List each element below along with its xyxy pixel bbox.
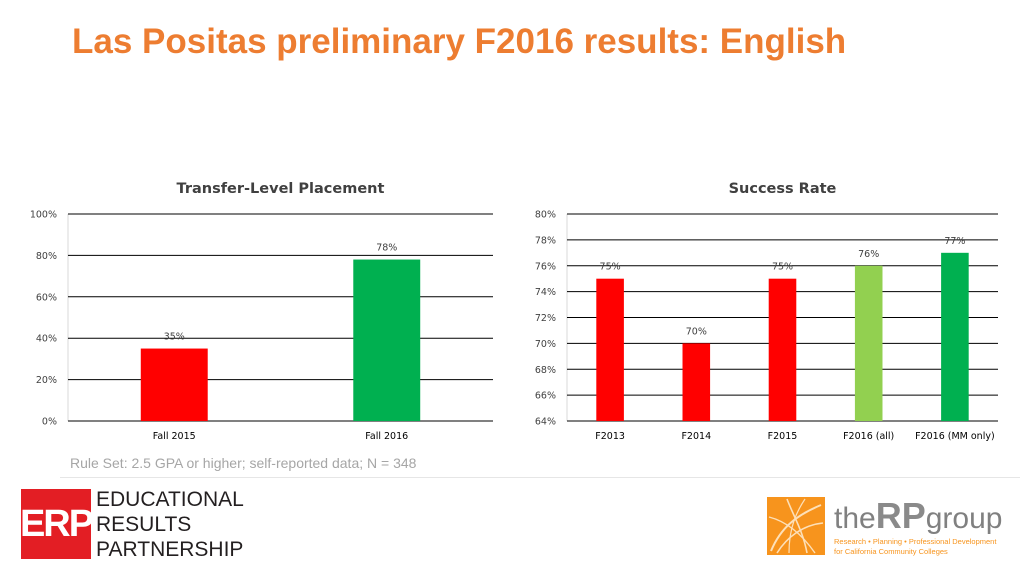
erp-logo-line-1: EDUCATIONAL: [96, 488, 244, 511]
y-tick-label: 40%: [36, 334, 57, 345]
transfer-placement-chart: Transfer-Level Placement 0% 20% 40% 60% 80% 10…: [30, 181, 493, 442]
erp-logo-line-3: PARTNERSHIP: [96, 538, 244, 561]
rp-tagline-1: Research • Planning • Professional Devel…: [834, 537, 997, 546]
x-tick-label: F2015: [768, 431, 798, 442]
x-tick-label: F2014: [681, 431, 711, 442]
bar: [768, 278, 797, 421]
y-tick-label: 66%: [535, 391, 556, 402]
data-label: 76%: [858, 249, 879, 260]
data-label: 70%: [686, 326, 707, 337]
rp-group-logo: theRPgroup Research • Planning • Profess…: [767, 495, 1007, 561]
y-tick-label: 74%: [535, 287, 556, 298]
bar: [353, 259, 421, 421]
chart-title: Transfer-Level Placement: [177, 181, 385, 197]
y-tick-label: 70%: [535, 339, 556, 350]
x-tick-label: Fall 2015: [153, 431, 196, 442]
y-tick-label: 64%: [535, 417, 556, 428]
rp-group-logo-mark: [767, 497, 825, 555]
y-tick-label: 78%: [535, 235, 556, 246]
rp-group-wordmark: theRPgroup: [834, 495, 1002, 537]
rp-group-tagline: Research • Planning • Professional Devel…: [834, 537, 996, 556]
success-rate-chart: Success Rate 64% 66% 68% 70% 72% 74% 76% 78% 80% 7…: [535, 181, 998, 442]
bar: [941, 252, 969, 421]
x-tick-label: F2013: [595, 431, 625, 442]
data-label: 77%: [944, 236, 965, 247]
y-tick-label: 80%: [535, 210, 556, 221]
y-tick-label: 0%: [42, 417, 57, 428]
rule-set-footnote: Rule Set: 2.5 GPA or higher; self-report…: [70, 455, 417, 471]
y-tick-label: 80%: [36, 251, 57, 262]
data-label: 75%: [600, 262, 621, 273]
erp-logo-line-2: RESULTS: [96, 513, 192, 536]
data-label: 35%: [164, 332, 185, 343]
erp-logo-mark: ERP: [20, 489, 94, 559]
y-tick-label: 100%: [30, 210, 57, 221]
y-tick-label: 76%: [535, 261, 556, 272]
footer-divider: [60, 477, 1020, 478]
y-tick-label: 60%: [36, 292, 57, 303]
x-tick-label: Fall 2016: [365, 431, 408, 442]
y-tick-label: 20%: [36, 375, 57, 386]
y-tick-label: 72%: [535, 313, 556, 324]
data-label: 78%: [376, 243, 397, 254]
erp-logo-wordmark: EDUCATIONAL RESULTS PARTNERSHIP: [96, 487, 244, 562]
rp-name-suffix: group: [925, 502, 1003, 535]
bar: [682, 343, 711, 421]
rp-tagline-2: for California Community Colleges: [834, 546, 948, 556]
rp-name-big: RP: [875, 495, 926, 536]
bar: [140, 348, 208, 421]
rp-name-prefix: the: [834, 502, 876, 535]
y-tick-label: 68%: [535, 365, 556, 376]
x-tick-label: F2016 (all): [843, 431, 894, 442]
x-tick-label: F2016 (MM only): [915, 431, 995, 442]
chart-title: Success Rate: [729, 181, 837, 197]
bar: [854, 265, 883, 421]
bar: [596, 278, 624, 421]
erp-logo: ERP EDUCATIONAL RESULTS PARTNERSHIP: [20, 487, 261, 563]
slide-title: Las Positas preliminary F2016 results: E…: [72, 22, 847, 61]
data-label: 75%: [772, 262, 793, 273]
